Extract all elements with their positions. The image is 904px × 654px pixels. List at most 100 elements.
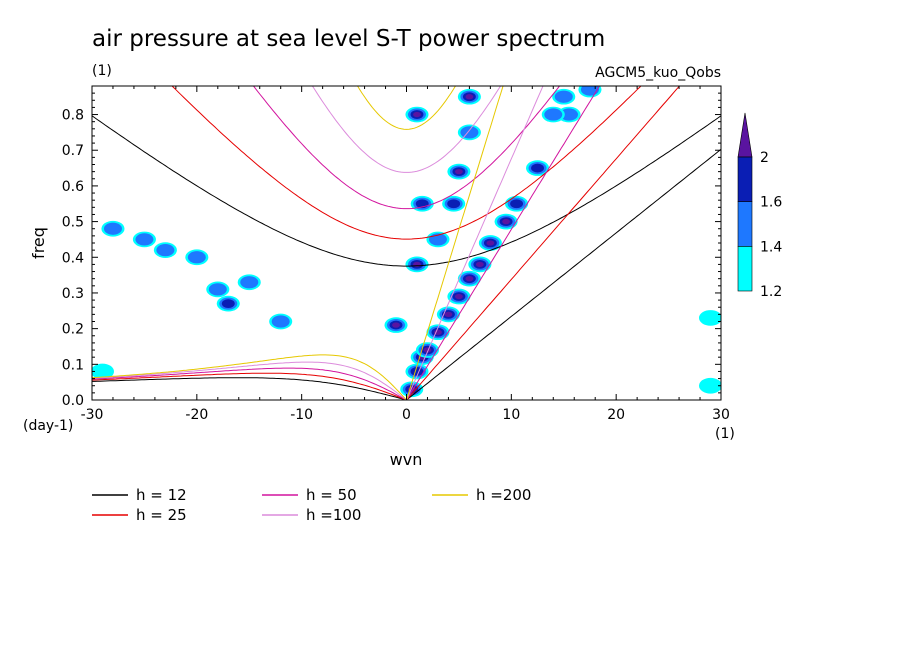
power-blob — [552, 88, 576, 105]
power-blob — [384, 317, 408, 333]
legend-item: h =200 — [432, 486, 531, 504]
x-unit-label: (1) — [715, 426, 735, 442]
dispersion-curve — [92, 115, 721, 267]
power-blob — [426, 231, 450, 248]
power-contour — [208, 283, 227, 296]
chart-subtitle: (1) — [92, 63, 112, 79]
power-contour — [156, 244, 175, 257]
power-blob — [405, 106, 429, 123]
dispersion-curve — [406, 86, 504, 400]
x-tick-label: -10 — [290, 407, 313, 423]
power-contour — [544, 108, 563, 121]
dispersion-series — [92, 86, 681, 400]
power-contour — [447, 199, 461, 209]
power-contour — [413, 111, 421, 118]
power-blob — [405, 363, 429, 380]
legend-item: h = 12 — [92, 486, 187, 504]
x-tick-label: 0 — [402, 407, 411, 423]
colorbar-swatch — [737, 201, 753, 247]
power-blob — [442, 195, 466, 212]
y-tick-label: 0.0 — [62, 393, 84, 409]
power-blob — [206, 281, 230, 298]
colorbar-swatch — [737, 156, 753, 202]
x-tick-label: 30 — [712, 407, 730, 423]
y-tick-label: 0.3 — [62, 286, 84, 302]
power-contour — [92, 363, 115, 380]
power-blob — [101, 220, 125, 237]
power-contour — [580, 86, 599, 96]
y-tick-label: 0.8 — [62, 108, 84, 124]
power-blob — [216, 295, 240, 312]
power-contour — [135, 233, 154, 246]
power-contour — [698, 377, 721, 394]
colorbar: 1.2 1.4 1.6 2 — [737, 112, 782, 300]
power-contour — [423, 347, 432, 353]
plot-area — [92, 86, 721, 400]
chart-title: air pressure at sea level S-T power spec… — [92, 26, 605, 52]
colorbar-label: 1.6 — [760, 195, 782, 211]
power-blob — [410, 195, 434, 212]
y-tick-label: 0.7 — [62, 143, 84, 159]
colorbar-label: 1.4 — [760, 239, 782, 255]
power-blob — [237, 274, 261, 291]
dispersion-curve — [406, 148, 721, 400]
power-blob — [478, 235, 502, 251]
y-tick-label: 0.1 — [62, 357, 84, 373]
legend-label: h = 12 — [136, 486, 187, 504]
power-contour — [103, 222, 122, 235]
power-contour — [698, 310, 721, 326]
power-blob — [132, 231, 156, 248]
dispersion-series — [92, 115, 721, 400]
dispersion-curve — [252, 86, 561, 210]
colorbar-swatch — [737, 246, 753, 292]
y-unit-label: (day-1) — [23, 418, 73, 434]
power-blob — [698, 310, 721, 326]
y-axis-label: freq — [29, 227, 48, 259]
dispersion-series — [92, 86, 544, 400]
legend-item: h = 25 — [92, 506, 187, 524]
power-blob — [457, 124, 481, 141]
legend-label: h = 25 — [136, 506, 187, 524]
power-blob — [153, 242, 177, 258]
dispersion-curve — [406, 86, 601, 400]
power-contour — [465, 276, 474, 282]
power-contour — [454, 293, 463, 300]
power-contour — [531, 163, 544, 173]
dispersion-series — [92, 86, 504, 400]
x-tick-label: 20 — [607, 407, 625, 423]
dispersion-curve — [406, 86, 681, 400]
power-contour — [392, 322, 400, 328]
dispersion-curve — [92, 361, 407, 400]
dispersion-curve — [356, 86, 457, 130]
dispersion-curves — [92, 86, 721, 400]
power-blob — [526, 160, 550, 176]
dispersion-curve — [92, 367, 407, 400]
power-contour — [510, 199, 524, 209]
power-contour — [444, 311, 453, 318]
power-blob — [505, 195, 529, 212]
power-contour — [475, 261, 484, 268]
power-blob — [185, 249, 209, 266]
power-contour — [554, 90, 573, 103]
power-blob — [457, 270, 481, 287]
power-blob — [415, 342, 439, 358]
power-contour — [465, 94, 474, 100]
legend-label: h = 50 — [306, 486, 357, 504]
power-contour — [454, 168, 463, 175]
power-contour — [271, 315, 290, 328]
power-blob — [436, 306, 460, 323]
power-blob — [92, 363, 115, 380]
power-blob — [269, 313, 293, 330]
dispersion-curve — [92, 354, 407, 400]
colorbar-triangle — [737, 112, 753, 158]
legend-item: h = 50 — [262, 486, 357, 504]
power-contour — [410, 367, 424, 376]
power-contour — [221, 299, 235, 309]
power-blob — [457, 88, 481, 105]
dispersion-curve — [92, 377, 407, 400]
legend: h = 12 h = 25 h = 50 h =100 h =200 — [92, 486, 531, 524]
dispersion-series — [92, 86, 601, 400]
x-tick-label: 10 — [502, 407, 520, 423]
dispersion-curve — [406, 86, 544, 400]
